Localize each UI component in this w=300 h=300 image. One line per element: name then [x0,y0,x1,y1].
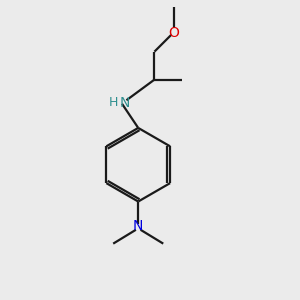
Text: N: N [133,219,143,233]
Text: H: H [109,96,119,110]
Text: N: N [119,96,130,110]
Text: O: O [168,26,179,40]
